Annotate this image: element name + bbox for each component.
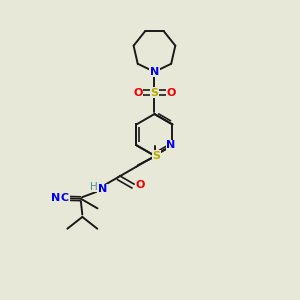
Text: N: N <box>167 140 176 150</box>
Text: S: S <box>151 88 158 98</box>
Text: N: N <box>150 67 159 77</box>
Text: O: O <box>136 180 145 190</box>
Text: N: N <box>98 184 107 194</box>
Text: H: H <box>90 182 98 192</box>
Text: S: S <box>152 151 160 161</box>
Text: O: O <box>134 88 143 98</box>
Text: N: N <box>51 193 60 203</box>
Text: C: C <box>61 193 69 203</box>
Text: O: O <box>166 88 176 98</box>
